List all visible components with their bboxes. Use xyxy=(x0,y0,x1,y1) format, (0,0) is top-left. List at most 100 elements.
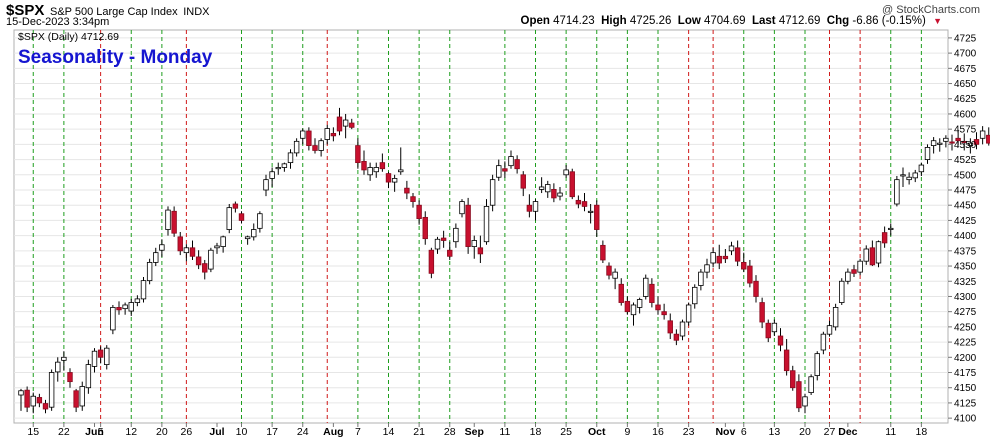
candle xyxy=(171,206,177,237)
candle-body xyxy=(986,134,990,144)
down-arrow-icon: ▼ xyxy=(933,16,942,26)
x-tick-label: 26 xyxy=(181,426,193,438)
candle-body xyxy=(48,372,55,408)
candle xyxy=(587,203,594,224)
candle xyxy=(826,320,833,337)
candle xyxy=(416,200,422,225)
y-tick-label: 4400 xyxy=(954,231,977,242)
candle-body xyxy=(471,240,477,247)
chart-datetime: 15-Dec-2023 3:34pm xyxy=(6,16,110,28)
candle xyxy=(24,386,30,413)
x-tick-label: 14 xyxy=(383,426,395,438)
y-axis: 4100 4125 4150 4175 4200 4225 4250 4275 4300 4325… xyxy=(948,33,977,425)
open-value: 4714.23 xyxy=(553,15,595,27)
candle-body xyxy=(146,261,153,282)
x-tick-label: Jul xyxy=(209,426,224,438)
candle xyxy=(349,118,355,130)
candle-body xyxy=(832,307,839,328)
candle xyxy=(428,247,435,279)
candle xyxy=(514,155,520,174)
candle-body xyxy=(851,269,857,274)
candle-body xyxy=(655,304,661,311)
candle-body xyxy=(704,264,710,273)
candle-body xyxy=(232,203,239,209)
candle xyxy=(367,162,373,181)
candle xyxy=(606,262,612,280)
x-tick-label: 11 xyxy=(885,426,896,438)
plot-area xyxy=(13,29,949,424)
y-tick-label: 4175 xyxy=(954,368,977,379)
candle-body xyxy=(679,321,686,337)
y-tick-label: 4725 xyxy=(954,33,977,44)
seasonality-annotation: Seasonality - Monday xyxy=(18,47,213,68)
candle xyxy=(459,199,465,218)
candle-body xyxy=(502,168,508,172)
candle xyxy=(330,127,337,142)
candle xyxy=(532,199,539,221)
candle-body xyxy=(465,204,471,247)
high-value: 4725.26 xyxy=(629,15,672,27)
candle-body xyxy=(379,162,386,170)
legend-label: $SPX (Daily) 4712.69 xyxy=(18,31,119,43)
y-tick-label: 4375 xyxy=(954,246,977,257)
x-tick-label: 18 xyxy=(530,426,542,438)
candle xyxy=(649,278,655,308)
x-tick-label: 10 xyxy=(236,426,248,438)
candle-body xyxy=(790,370,796,389)
candle-body xyxy=(747,265,753,284)
candle xyxy=(385,171,392,189)
candle-body xyxy=(300,130,306,139)
candle xyxy=(575,195,582,209)
x-tick-label: 7 xyxy=(355,426,361,438)
candle-body xyxy=(753,280,759,297)
candle-body xyxy=(263,179,269,191)
candle-body xyxy=(159,244,165,251)
candle-body xyxy=(594,204,600,230)
candle-body xyxy=(477,247,484,255)
y-tick-label: 4575 xyxy=(954,125,977,136)
candle-body xyxy=(306,130,312,146)
y-tick-label: 4600 xyxy=(954,109,977,120)
candle xyxy=(765,319,771,343)
candle xyxy=(342,113,349,139)
candle-body xyxy=(979,130,986,139)
candle xyxy=(306,127,312,151)
candle-body xyxy=(716,255,722,264)
candle xyxy=(728,241,735,256)
candle xyxy=(67,368,73,388)
candle-body xyxy=(349,122,355,128)
candle-body xyxy=(91,350,98,367)
candle-body xyxy=(18,390,24,396)
candle xyxy=(918,162,925,177)
candle-body xyxy=(575,199,582,205)
x-tick-label: 11 xyxy=(499,426,510,438)
candle xyxy=(422,211,428,245)
candle xyxy=(661,303,667,320)
candle-body xyxy=(293,140,300,154)
candle-body xyxy=(165,209,171,230)
candle xyxy=(538,177,545,194)
candle xyxy=(183,244,190,262)
candle xyxy=(97,346,104,364)
candle xyxy=(845,268,851,285)
candle-body xyxy=(961,140,967,143)
candle xyxy=(502,161,508,178)
candle-body xyxy=(600,244,606,261)
candle-body xyxy=(404,187,410,194)
candle-body xyxy=(906,176,912,181)
candle xyxy=(986,127,990,146)
candle xyxy=(863,245,869,265)
candle xyxy=(618,278,624,306)
candle xyxy=(594,200,600,237)
candle xyxy=(18,388,24,411)
candle-body xyxy=(551,188,557,199)
candle xyxy=(293,138,300,157)
candle xyxy=(195,250,202,270)
x-tick-label: 6 xyxy=(741,426,747,438)
candle-body xyxy=(342,119,349,127)
candle xyxy=(373,162,379,178)
candle xyxy=(961,133,967,151)
y-tick-label: 4250 xyxy=(954,322,977,333)
candle-body xyxy=(269,171,275,179)
candle-body xyxy=(226,207,232,230)
